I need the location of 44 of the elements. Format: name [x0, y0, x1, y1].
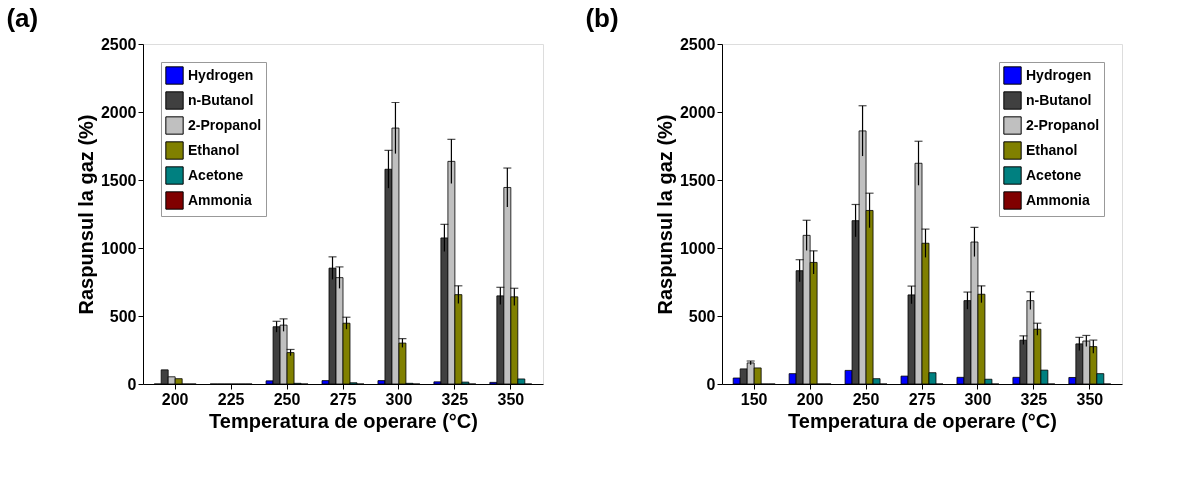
y-tick-label: 2500 — [679, 35, 716, 53]
x-tick-label: 250 — [852, 390, 880, 408]
legend-label: n-Butanol — [188, 91, 254, 108]
x-tick-label: 200 — [161, 390, 189, 408]
chart-title: (a) — [6, 3, 39, 33]
y-tick-label: 500 — [109, 307, 137, 325]
y-tick-label: 1000 — [100, 239, 137, 257]
legend-label: 2-Propanol — [188, 116, 262, 133]
y-tick-label: 1500 — [100, 171, 137, 189]
x-tick-label: 325 — [441, 390, 469, 408]
x-tick-label: 250 — [273, 390, 301, 408]
y-tick-label: 0 — [127, 375, 137, 393]
legend-label: Hydrogen — [188, 66, 254, 83]
x-tick-label: 200 — [796, 390, 824, 408]
y-tick-label: 1000 — [679, 239, 716, 257]
y-tick-label: 2500 — [100, 35, 137, 53]
legend-label: Ammonia — [1026, 191, 1090, 208]
x-axis-title: Temperatura de operare (°C) — [209, 409, 478, 432]
y-tick-label: 500 — [688, 307, 716, 325]
x-tick-label: 225 — [217, 390, 245, 408]
x-tick-label: 350 — [1076, 390, 1104, 408]
x-tick-label: 275 — [908, 390, 936, 408]
y-axis-title: Raspunsul la gaz (%) — [653, 114, 676, 315]
x-tick-label: 350 — [497, 390, 525, 408]
x-tick-label: 300 — [964, 390, 992, 408]
x-tick-label: 150 — [740, 390, 768, 408]
y-tick-label: 1500 — [679, 171, 716, 189]
chart-title: (b) — [585, 3, 619, 33]
y-axis-title: Raspunsul la gaz (%) — [74, 114, 97, 315]
legend-label: Acetone — [188, 166, 244, 183]
legend-label: Hydrogen — [1026, 66, 1092, 83]
legend-label: Ammonia — [188, 191, 252, 208]
legend-label: Ethanol — [188, 141, 240, 158]
x-axis-title: Temperatura de operare (°C) — [788, 409, 1057, 432]
legend-label: Acetone — [1026, 166, 1082, 183]
legend-label: n-Butanol — [1026, 91, 1092, 108]
y-tick-label: 0 — [706, 375, 716, 393]
y-tick-label: 2000 — [100, 103, 137, 121]
x-tick-label: 300 — [385, 390, 413, 408]
y-tick-label: 2000 — [679, 103, 716, 121]
x-tick-label: 275 — [329, 390, 357, 408]
legend-label: Ethanol — [1026, 141, 1078, 158]
legend-label: 2-Propanol — [1026, 116, 1100, 133]
x-tick-label: 325 — [1020, 390, 1048, 408]
